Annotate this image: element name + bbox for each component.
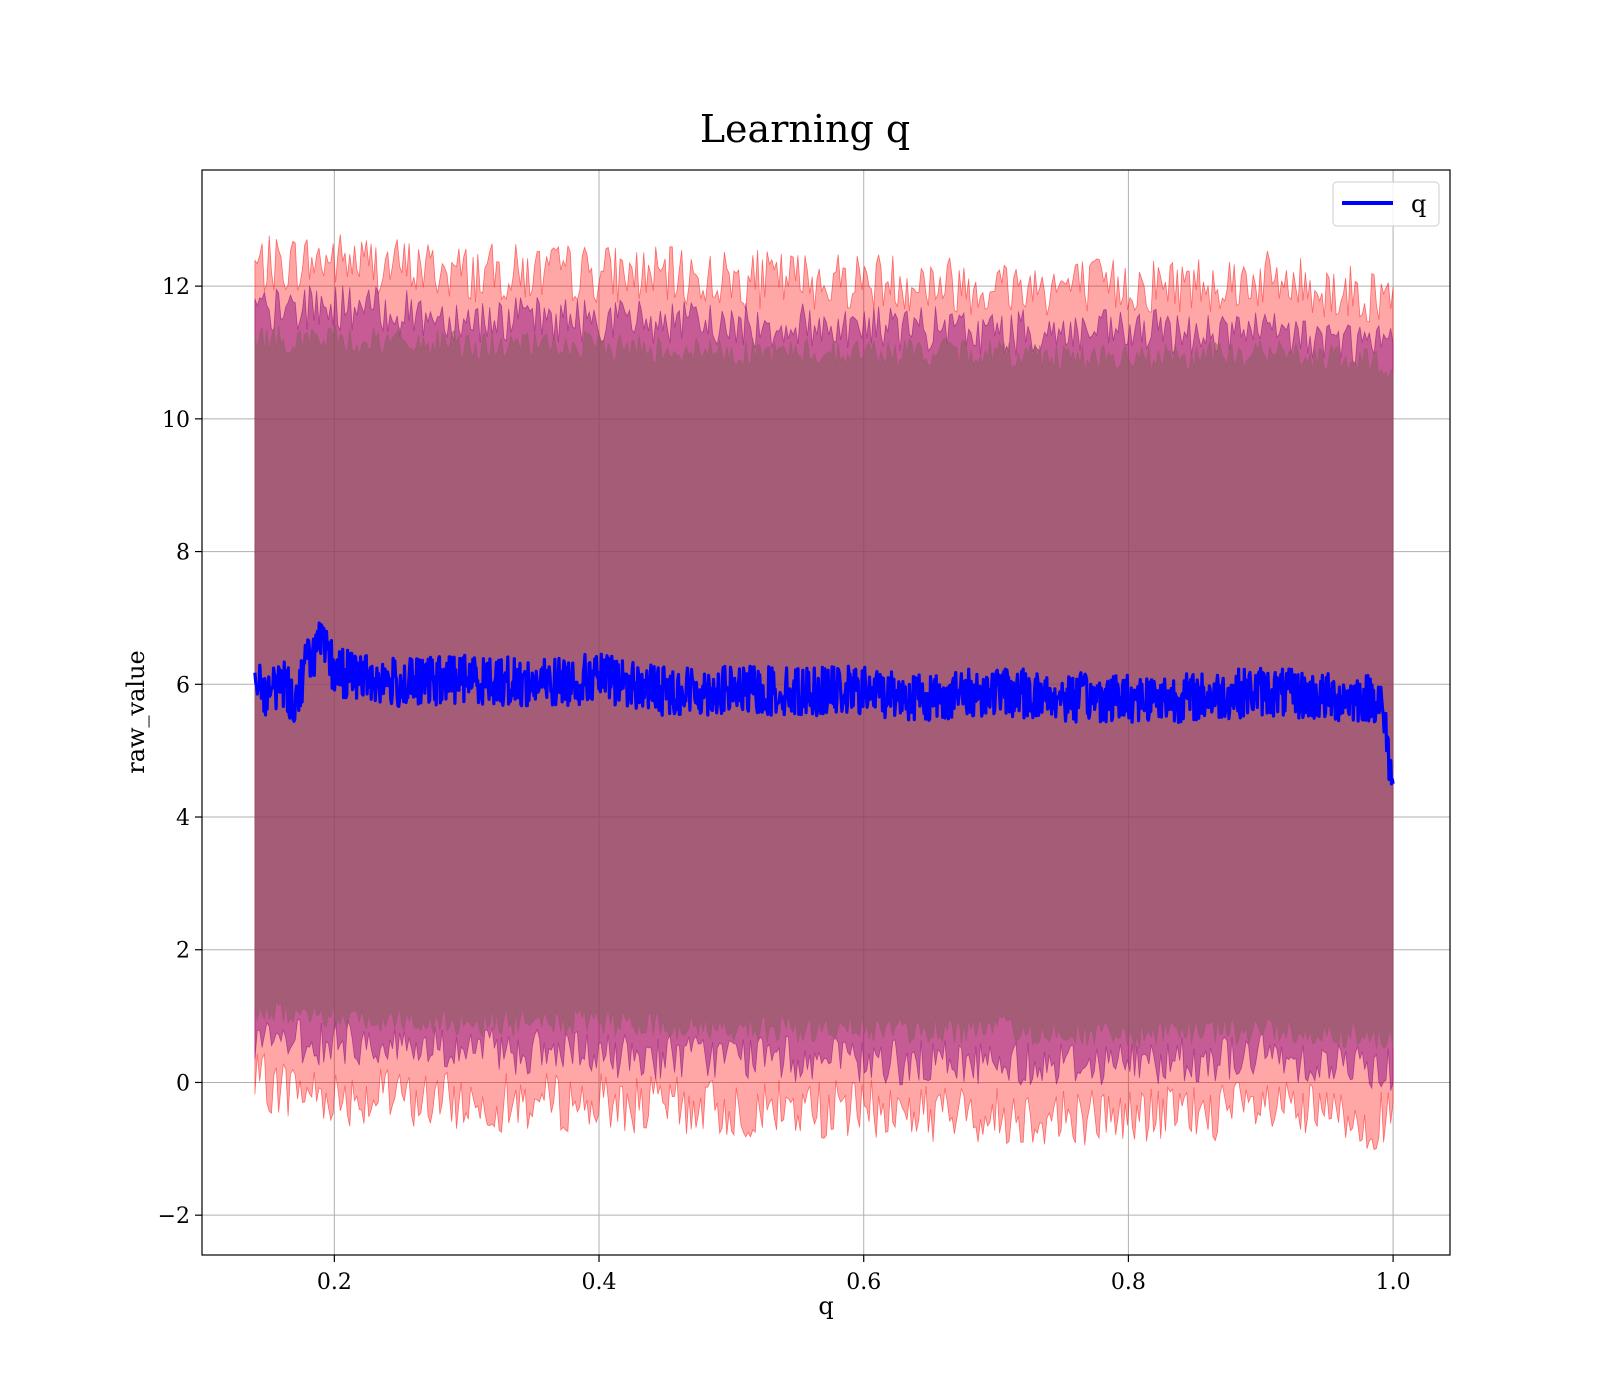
chart-title: Learning q bbox=[700, 107, 910, 151]
y-axis-label: raw_value bbox=[122, 650, 150, 774]
series-lines bbox=[253, 621, 1395, 786]
plot-frame bbox=[201, 169, 1451, 1256]
y-tick-label-5: 8 bbox=[176, 541, 190, 566]
y-tick-label-6: 10 bbox=[162, 408, 190, 433]
y-tick-label-0: −2 bbox=[158, 1204, 190, 1229]
x-tick-label-1: 0.4 bbox=[582, 1270, 617, 1295]
legend: q bbox=[1332, 181, 1440, 227]
y-tick-label-7: 12 bbox=[162, 275, 190, 300]
x-tick-label-0: 0.2 bbox=[317, 1270, 352, 1295]
y-tick-label-2: 2 bbox=[176, 939, 190, 964]
x-axis-label: q bbox=[818, 1292, 833, 1320]
legend-label-q: q bbox=[1411, 190, 1426, 218]
x-axis-ticks: 0.2 0.4 0.6 0.8 1.0 bbox=[317, 1255, 1411, 1295]
x-tick-label-4: 1.0 bbox=[1376, 1270, 1411, 1295]
x-tick-label-3: 0.8 bbox=[1111, 1270, 1146, 1295]
y-tick-label-1: 0 bbox=[176, 1071, 190, 1096]
y-axis-ticks: −2 0 2 4 6 8 10 12 bbox=[158, 275, 202, 1229]
y-tick-label-3: 4 bbox=[176, 806, 190, 831]
series-line-q bbox=[253, 621, 1395, 786]
y-tick-label-4: 6 bbox=[176, 673, 190, 698]
x-tick-label-2: 0.6 bbox=[846, 1270, 881, 1295]
